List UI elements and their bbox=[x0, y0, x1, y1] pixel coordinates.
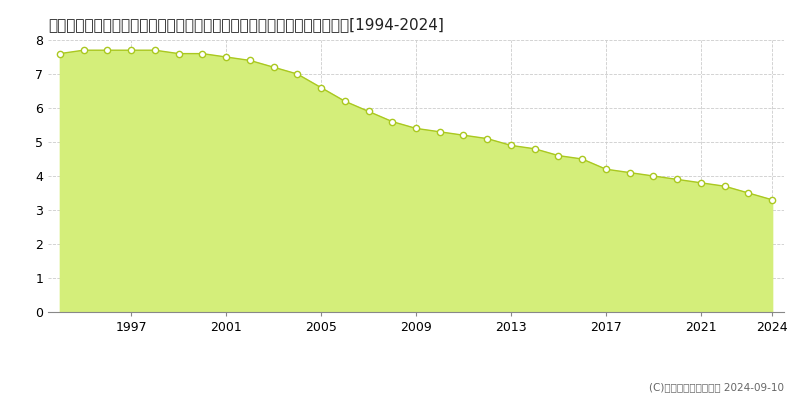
Text: 長野県上水内郡信濃町大字古間字切通し９２５番２　地価公示　地価推移[1994-2024]: 長野県上水内郡信濃町大字古間字切通し９２５番２ 地価公示 地価推移[1994-2… bbox=[48, 17, 444, 32]
Text: (C)土地価格ドットコム 2024-09-10: (C)土地価格ドットコム 2024-09-10 bbox=[649, 382, 784, 392]
